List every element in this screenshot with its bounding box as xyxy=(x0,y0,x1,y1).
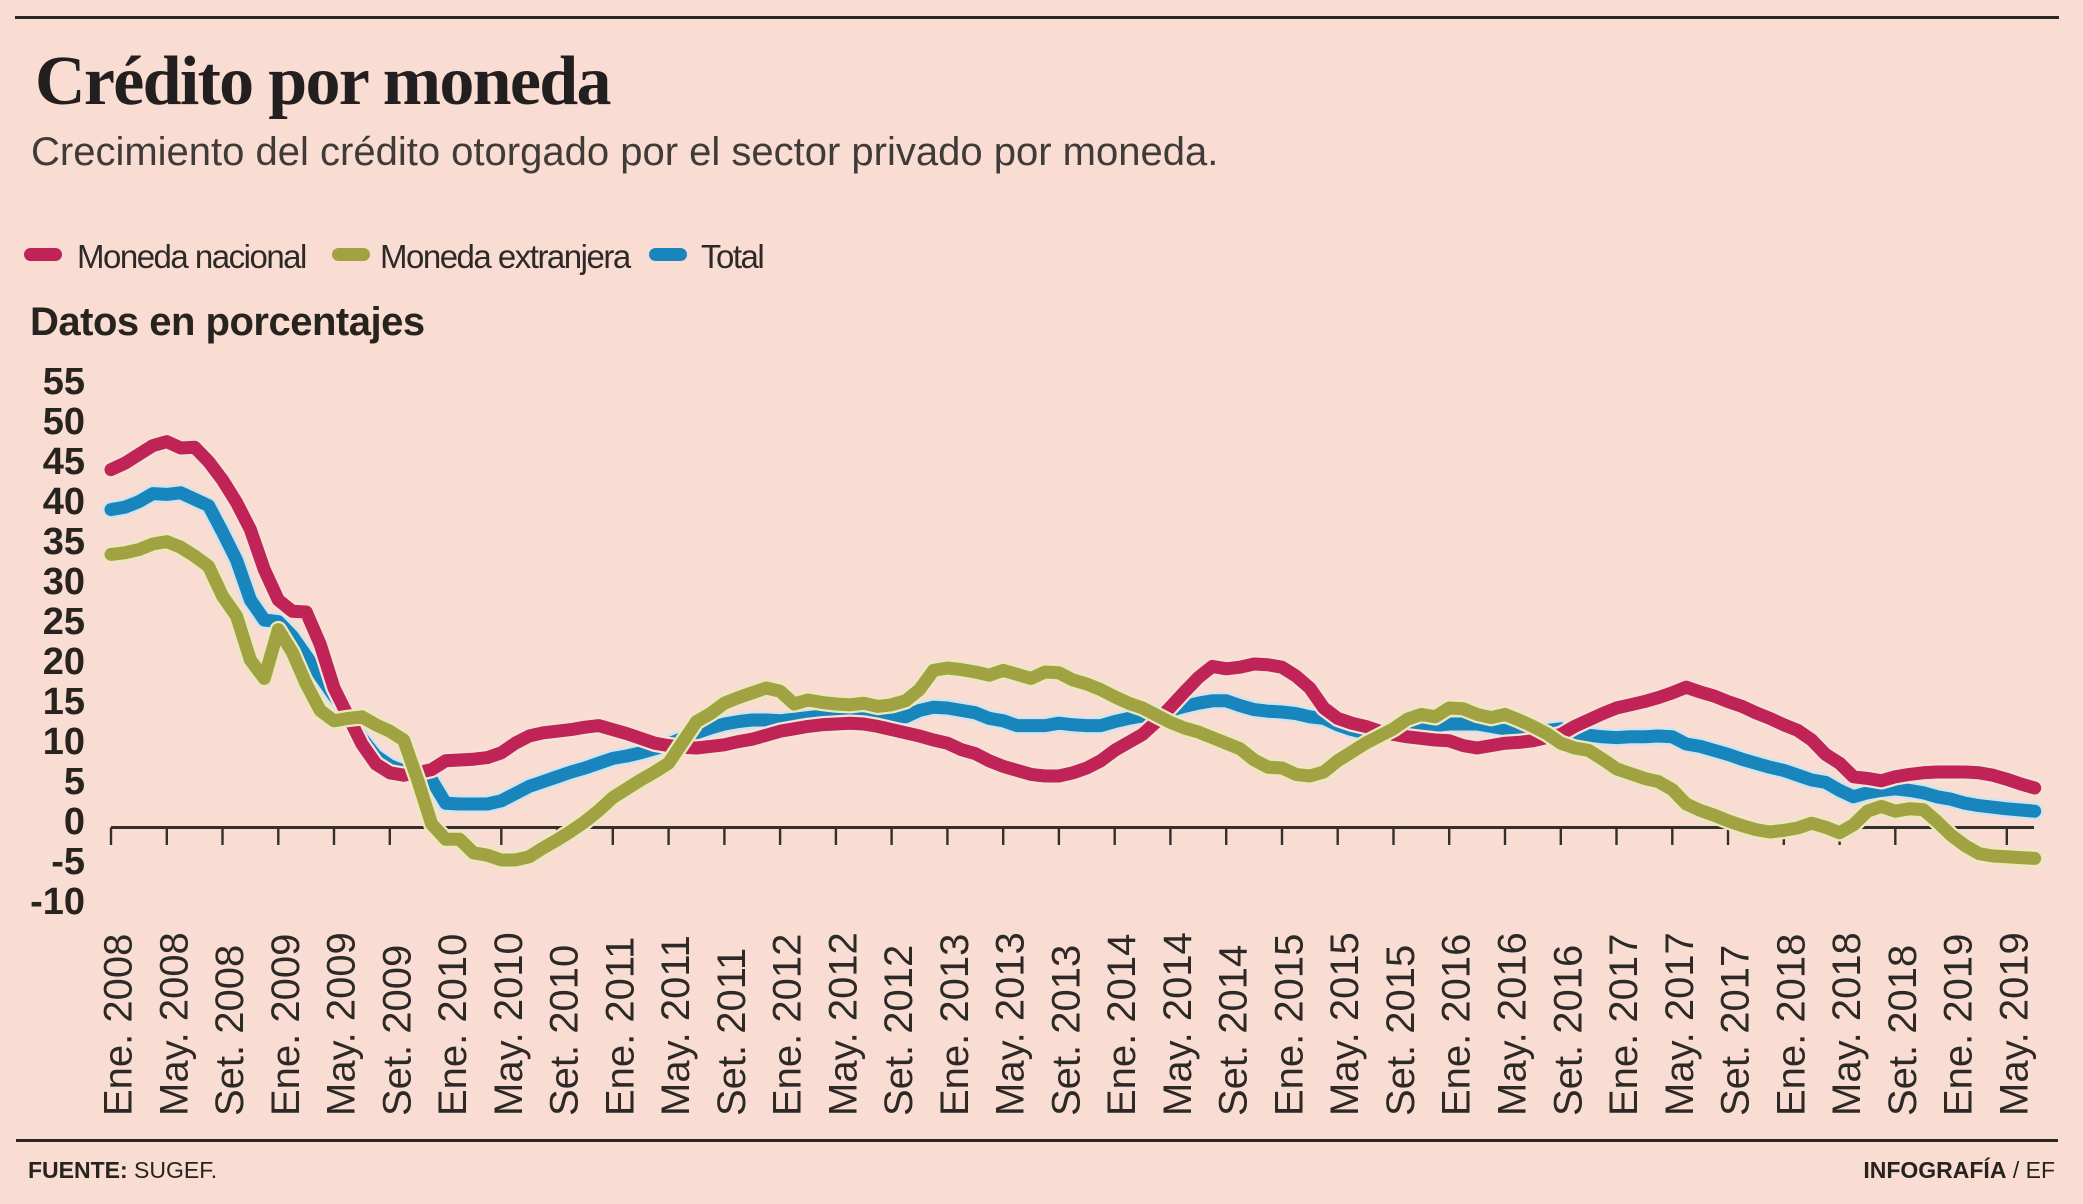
svg-text:20: 20 xyxy=(43,641,85,683)
svg-text:May. 2012: May. 2012 xyxy=(821,932,865,1116)
svg-text:May. 2015: May. 2015 xyxy=(1323,932,1367,1116)
svg-text:Set. 2018: Set. 2018 xyxy=(1881,945,1925,1116)
svg-text:55: 55 xyxy=(43,361,85,403)
svg-text:May. 2014: May. 2014 xyxy=(1156,932,1200,1116)
svg-text:May. 2010: May. 2010 xyxy=(487,932,531,1116)
svg-text:May. 2011: May. 2011 xyxy=(654,935,698,1116)
svg-text:May. 2018: May. 2018 xyxy=(1825,932,1869,1116)
svg-text:35: 35 xyxy=(43,521,85,563)
svg-text:0: 0 xyxy=(64,801,85,843)
svg-text:50: 50 xyxy=(43,401,85,443)
svg-text:Ene. 2014: Ene. 2014 xyxy=(1100,934,1144,1116)
svg-text:Set. 2010: Set. 2010 xyxy=(543,945,587,1116)
svg-text:Ene. 2016: Ene. 2016 xyxy=(1435,934,1479,1116)
svg-text:Set. 2015: Set. 2015 xyxy=(1379,945,1423,1116)
svg-text:May. 2019: May. 2019 xyxy=(1992,932,2036,1116)
svg-text:10: 10 xyxy=(43,721,85,763)
svg-text:Ene. 2015: Ene. 2015 xyxy=(1268,934,1312,1116)
svg-text:Set. 2008: Set. 2008 xyxy=(208,945,252,1116)
svg-text:Set. 2009: Set. 2009 xyxy=(375,945,419,1116)
svg-text:Set. 2012: Set. 2012 xyxy=(877,945,921,1116)
svg-text:Ene. 2019: Ene. 2019 xyxy=(1937,934,1981,1116)
svg-text:May. 2008: May. 2008 xyxy=(152,932,196,1116)
svg-text:-10: -10 xyxy=(30,881,85,923)
svg-text:40: 40 xyxy=(43,481,85,523)
svg-text:Ene. 2009: Ene. 2009 xyxy=(264,934,308,1116)
svg-text:-5: -5 xyxy=(51,841,85,883)
svg-text:Set. 2014: Set. 2014 xyxy=(1212,945,1256,1116)
svg-text:May. 2013: May. 2013 xyxy=(989,932,1033,1116)
svg-text:May. 2009: May. 2009 xyxy=(320,932,364,1116)
svg-text:Ene. 2011: Ene. 2011 xyxy=(598,937,642,1116)
svg-text:May. 2017: May. 2017 xyxy=(1658,932,1702,1116)
svg-text:25: 25 xyxy=(43,601,85,643)
svg-text:45: 45 xyxy=(43,441,85,483)
svg-text:Set. 2013: Set. 2013 xyxy=(1044,945,1088,1116)
svg-text:Ene. 2018: Ene. 2018 xyxy=(1769,934,1813,1116)
svg-text:Set. 2016: Set. 2016 xyxy=(1546,945,1590,1116)
svg-text:5: 5 xyxy=(64,761,85,803)
svg-text:Ene. 2013: Ene. 2013 xyxy=(933,934,977,1116)
svg-text:Set. 2017: Set. 2017 xyxy=(1714,945,1758,1116)
svg-text:Ene. 2017: Ene. 2017 xyxy=(1602,934,1646,1116)
svg-text:Ene. 2012: Ene. 2012 xyxy=(766,934,810,1116)
svg-text:30: 30 xyxy=(43,561,85,603)
svg-text:Set. 2011: Set. 2011 xyxy=(710,948,754,1116)
svg-text:Ene. 2010: Ene. 2010 xyxy=(431,934,475,1116)
svg-text:Ene. 2008: Ene. 2008 xyxy=(97,934,141,1116)
svg-text:May. 2016: May. 2016 xyxy=(1491,932,1535,1116)
svg-text:15: 15 xyxy=(43,681,85,723)
